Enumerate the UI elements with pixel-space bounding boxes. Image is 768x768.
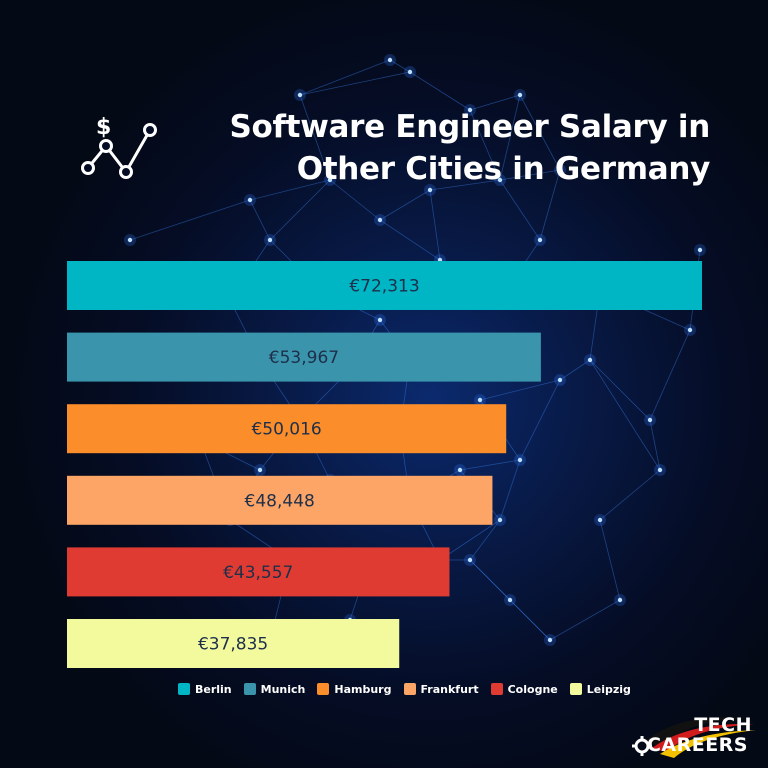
bar-value-label: €43,557: [223, 563, 293, 583]
logo-text-careers: CAREERS: [646, 734, 748, 756]
bar-leipzig: [67, 619, 400, 668]
tech-careers-logo: TECH CAREERS: [630, 712, 762, 762]
legend-item-leipzig: Leipzig: [569, 682, 631, 696]
legend-label: Leipzig: [586, 682, 631, 696]
legend-label: Frankfurt: [420, 682, 479, 696]
bar-berlin: [67, 261, 702, 310]
legend-item-hamburg: Hamburg: [317, 682, 392, 696]
svg-text:$: $: [96, 115, 111, 140]
bar-value-label: €53,967: [269, 348, 339, 368]
legend-item-berlin: Berlin: [178, 683, 232, 696]
legend-swatch: [178, 683, 190, 695]
legend-label: Hamburg: [334, 682, 392, 696]
legend-item-munich: Munich: [243, 682, 306, 696]
gear-icon: [632, 736, 652, 756]
legend-swatch: [490, 683, 503, 695]
legend-item-frankfurt: Frankfurt: [403, 682, 479, 696]
chart-title-line-1: Software Engineer Salary in: [229, 109, 710, 145]
bar-value-label: €50,016: [251, 420, 321, 440]
bar-value-label: €37,835: [198, 635, 268, 655]
logo-text-tech: TECH: [694, 714, 752, 736]
legend: Berlin Munich Hamburg Frankfurt Cologne Leipz…: [178, 680, 631, 698]
chart-title-line-2: Other Cities in Germany: [296, 151, 711, 187]
bar-munich: [67, 332, 541, 382]
chart-title: Software Engineer Salary in Other Cities…: [150, 106, 710, 190]
legend-label: Munich: [260, 682, 306, 696]
legend-swatch: [569, 683, 582, 695]
dollar-trend-icon: $: [81, 115, 157, 179]
legend-swatch: [317, 683, 330, 695]
bar-cologne: [67, 547, 450, 597]
bar-value-label: €72,313: [349, 277, 419, 297]
bar-frankfurt: [67, 475, 493, 525]
bar-hamburg: [67, 404, 507, 454]
legend-swatch: [403, 683, 416, 695]
logo-flag-swoosh: [644, 717, 756, 758]
legend-label: Berlin: [195, 682, 232, 696]
legend-swatch: [243, 683, 256, 695]
bar-value-label: €48,448: [245, 491, 315, 511]
legend-label: Cologne: [507, 682, 558, 696]
legend-item-cologne: Cologne: [490, 682, 558, 696]
